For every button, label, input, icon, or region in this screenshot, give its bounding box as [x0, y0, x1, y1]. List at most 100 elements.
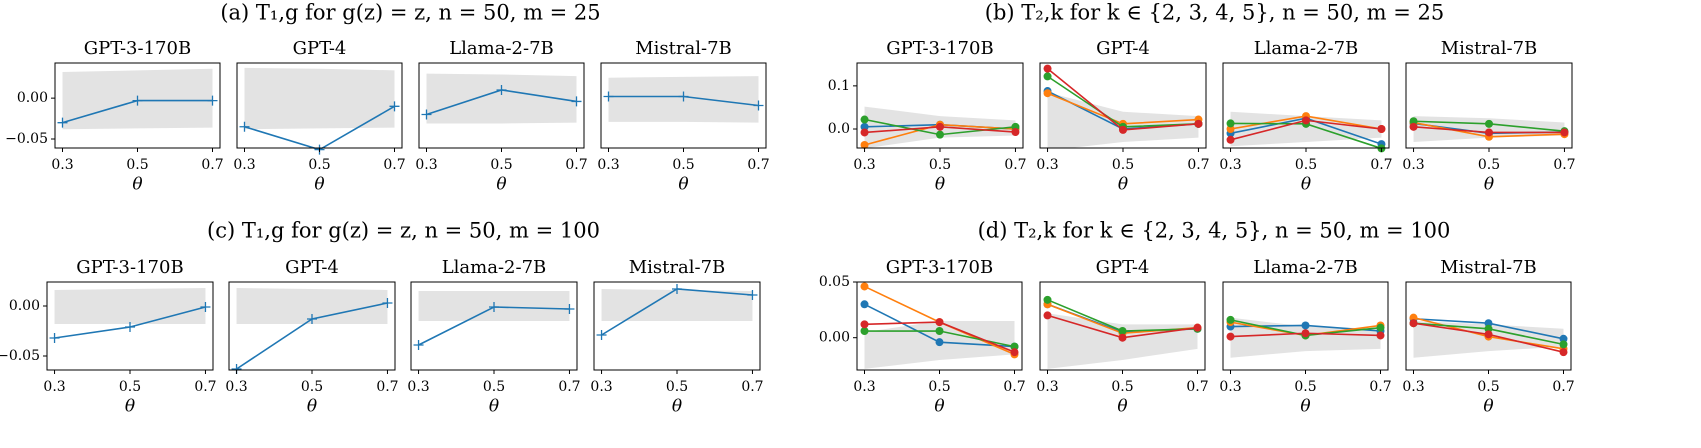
x-tick-label: 0.5: [1478, 157, 1500, 173]
null-band: [601, 289, 753, 321]
x-axis-label: θ: [935, 175, 945, 195]
point: [1301, 329, 1310, 338]
chart-title: GPT-4: [1096, 257, 1150, 278]
x-tick-label: 0.7: [201, 157, 223, 173]
point: [1226, 332, 1235, 341]
point: [1226, 119, 1235, 128]
point: [1010, 342, 1019, 351]
x-tick-label: 0.3: [1402, 379, 1424, 395]
x-tick-label: 0.3: [51, 157, 73, 173]
point: [132, 95, 143, 106]
x-axis-label: θ: [1117, 397, 1127, 417]
x-tick-label: 0.7: [1370, 157, 1392, 173]
x-tick-label: 0.3: [225, 379, 247, 395]
x-tick-label: 0.3: [407, 379, 429, 395]
point: [1226, 315, 1235, 324]
point: [672, 284, 682, 294]
point: [860, 128, 869, 137]
point: [1484, 319, 1493, 328]
chart-title: GPT-3-170B: [886, 38, 993, 59]
x-tick-label: 0.5: [1294, 379, 1316, 395]
x-axis-label: θ: [1300, 397, 1310, 417]
point: [1409, 122, 1418, 131]
point: [860, 115, 869, 124]
x-tick-label: 0.3: [415, 157, 437, 173]
point: [200, 302, 211, 312]
x-axis-label: θ: [678, 175, 688, 195]
point: [1409, 313, 1418, 322]
point: [1011, 128, 1020, 137]
point: [860, 140, 869, 149]
x-tick-label: 0.7: [1186, 379, 1208, 395]
point: [753, 100, 764, 111]
x-axis-label: θ: [307, 397, 317, 417]
point: [1377, 125, 1386, 134]
x-tick-label: 0.5: [1112, 157, 1134, 173]
x-tick-label: 0.7: [194, 379, 216, 395]
point: [1484, 324, 1493, 333]
x-axis-label: θ: [125, 397, 135, 417]
x-tick-label: 0.7: [1004, 157, 1026, 173]
y-tick-label: 0.00: [9, 298, 40, 314]
x-tick-label: 0.5: [483, 379, 505, 395]
panel-title: (c) T₁,g for g(z) = z, n = 50, m = 100: [207, 219, 600, 243]
x-tick-label: 0.7: [747, 157, 769, 173]
point: [389, 101, 400, 112]
null-band: [244, 67, 395, 130]
point: [413, 340, 424, 350]
chart-title: Mistral-7B: [1441, 38, 1538, 59]
null-band: [236, 288, 388, 324]
point: [935, 318, 944, 327]
point: [860, 282, 869, 291]
x-axis-label: θ: [1301, 175, 1311, 195]
x-tick-label: 0.5: [126, 157, 148, 173]
point: [678, 91, 689, 102]
x-tick-label: 0.7: [1552, 379, 1574, 395]
point: [860, 320, 869, 329]
panel-title: (b) T₂,k for k ∈ {2, 3, 4, 5}, n = 50, m…: [985, 1, 1444, 25]
x-tick-label: 0.5: [1295, 157, 1317, 173]
point: [571, 96, 582, 107]
point: [382, 298, 393, 308]
point: [489, 302, 499, 312]
point: [1484, 330, 1493, 339]
chart-title: Mistral-7B: [635, 38, 732, 59]
x-tick-label: 0.3: [1219, 379, 1241, 395]
x-tick-label: 0.5: [308, 157, 330, 173]
point: [1559, 348, 1568, 357]
x-tick-label: 0.5: [672, 157, 694, 173]
null-band: [54, 288, 206, 324]
point: [1302, 116, 1310, 125]
point: [1043, 311, 1052, 320]
x-tick-label: 0.5: [1477, 379, 1499, 395]
panel-title: (d) T₂,k for k ∈ {2, 3, 4, 5}, n = 50, m…: [978, 219, 1451, 243]
point: [57, 117, 68, 128]
x-axis-label: θ: [934, 397, 944, 417]
point: [1301, 321, 1310, 330]
x-axis-label: θ: [1483, 397, 1493, 417]
chart-title: Llama-2-7B: [1254, 38, 1359, 59]
x-axis-label: θ: [132, 175, 142, 195]
null-band: [426, 73, 577, 124]
x-tick-label: 0.3: [853, 379, 875, 395]
x-tick-label: 0.3: [590, 379, 612, 395]
chart-title: Mistral-7B: [629, 257, 726, 278]
x-tick-label: 0.3: [1402, 157, 1424, 173]
y-tick-label: 0.1: [828, 78, 850, 94]
x-axis-label: θ: [489, 397, 499, 417]
point: [1119, 125, 1127, 134]
point: [307, 314, 317, 324]
y-tick-label: −0.05: [5, 131, 48, 147]
x-tick-label: 0.7: [1553, 157, 1575, 173]
x-tick-label: 0.7: [741, 379, 763, 395]
point: [1226, 125, 1235, 134]
y-tick-label: 0.00: [17, 90, 48, 106]
point: [1043, 72, 1052, 81]
y-tick-label: 0.00: [819, 330, 850, 346]
point: [1193, 323, 1202, 332]
x-tick-label: 0.7: [565, 157, 587, 173]
point: [1118, 333, 1127, 342]
x-tick-label: 0.7: [1187, 157, 1209, 173]
point: [1118, 327, 1127, 336]
